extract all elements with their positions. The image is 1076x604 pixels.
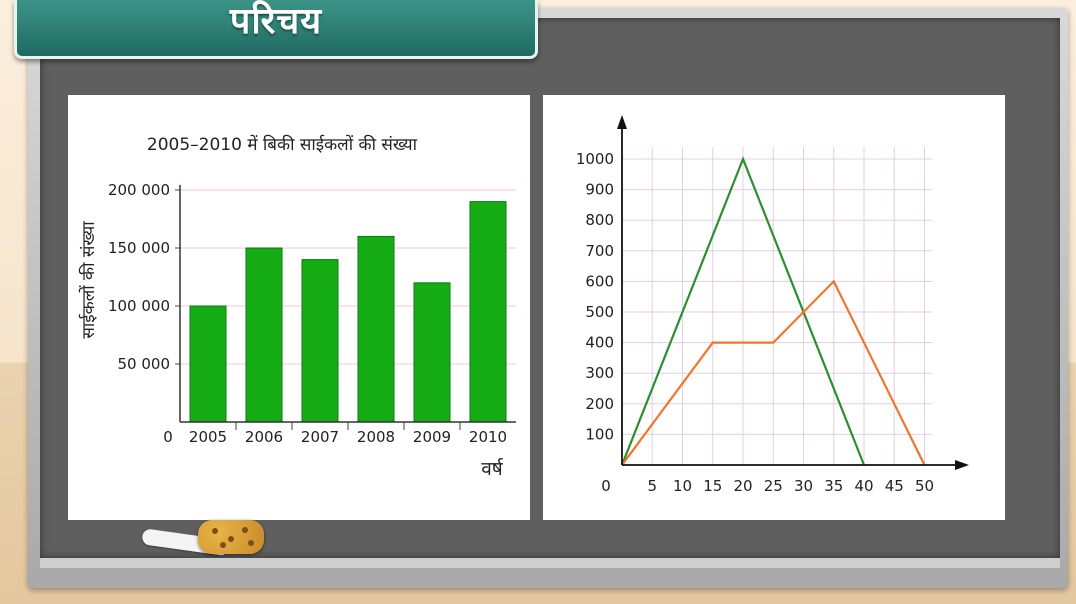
- bar-chart-title: 2005–2010 में बिकी साईकलों की संख्या: [147, 134, 418, 155]
- bar-2009: [413, 282, 451, 423]
- line-series-2: [621, 279, 926, 466]
- bar-chart-origin-label: 0: [163, 428, 173, 446]
- duster-sponge: [198, 520, 264, 554]
- line-chart-x-tick-label: 25: [764, 477, 783, 495]
- line-chart-y-tick-label: 800: [585, 211, 614, 229]
- bar-chart-y-tick-label: 50 000: [118, 355, 171, 373]
- line-chart-y-tick-label: 300: [585, 364, 614, 382]
- bar-chart-y-tick-label: 100 000: [108, 297, 170, 315]
- bar-chart-panel: 2005–2010 में बिकी साईकलों की संख्या साई…: [68, 95, 530, 520]
- bar-chart-x-tick-label: 2009: [413, 428, 451, 446]
- bar-chart-x-tick-label: 2007: [301, 428, 339, 446]
- line-chart-x-tick-label: 15: [703, 477, 722, 495]
- bar-chart-x-tick-label: 2008: [357, 428, 395, 446]
- line-chart-y-tick-label: 500: [585, 303, 614, 321]
- bar-2006: [245, 247, 283, 423]
- bar-chart-x-axis-label: वर्ष: [481, 457, 504, 480]
- bar-chart: 2005–2010 में बिकी साईकलों की संख्या साई…: [78, 134, 516, 480]
- bar-chart-y-axis-label: साईकलों की संख्या: [78, 221, 99, 339]
- bar-chart-x-tick-label: 2006: [245, 428, 283, 446]
- line-series-1: [620, 156, 866, 466]
- line-chart-x-tick-label: 5: [647, 477, 657, 495]
- bar-chart-x-tick-label: 2010: [469, 428, 507, 446]
- line-chart-y-tick-label: 900: [585, 181, 614, 199]
- line-chart-x-tick-label: 35: [824, 477, 843, 495]
- line-chart-x-tick-label: 40: [854, 477, 873, 495]
- line-chart-origin-label: 0: [601, 477, 611, 495]
- line-chart-x-tick-label: 30: [794, 477, 813, 495]
- line-chart-x-tick-label: 20: [733, 477, 752, 495]
- bar-2010: [469, 201, 507, 423]
- line-chart-x-axis-arrow: [955, 460, 969, 470]
- bar-chart-x-tick-label: 2005: [189, 428, 227, 446]
- line-chart-y-tick-label: 1000: [576, 150, 614, 168]
- bar-2007: [301, 259, 339, 423]
- chalk-tray: [40, 558, 1060, 568]
- line-chart-y-axis-arrow: [617, 115, 627, 129]
- title-banner: परिचय: [14, 0, 538, 59]
- line-chart-y-tick-label: 600: [585, 272, 614, 290]
- line-chart-y-tick-label: 400: [585, 334, 614, 352]
- line-chart-x-tick-label: 10: [673, 477, 692, 495]
- bar-chart-y-tick-label: 200 000: [108, 181, 170, 199]
- bar-2005: [189, 305, 227, 423]
- line-chart-panel: 5 10 15 20 25 30 35 40 45 50 100 200 300 400 500 600 700…: [543, 95, 1005, 520]
- bar-2008: [357, 235, 395, 423]
- bar-chart-y-tick-label: 150 000: [108, 239, 170, 257]
- line-chart-y-tick-label: 200: [585, 395, 614, 413]
- line-chart-y-tick-label: 700: [585, 242, 614, 260]
- page-title: परिचय: [229, 0, 323, 42]
- line-chart-x-tick-label: 45: [885, 477, 904, 495]
- line-chart-x-tick-label: 50: [915, 477, 934, 495]
- line-chart-y-tick-label: 100: [585, 425, 614, 443]
- line-chart: 5 10 15 20 25 30 35 40 45 50 100 200 300 400 500 600 700…: [576, 115, 969, 495]
